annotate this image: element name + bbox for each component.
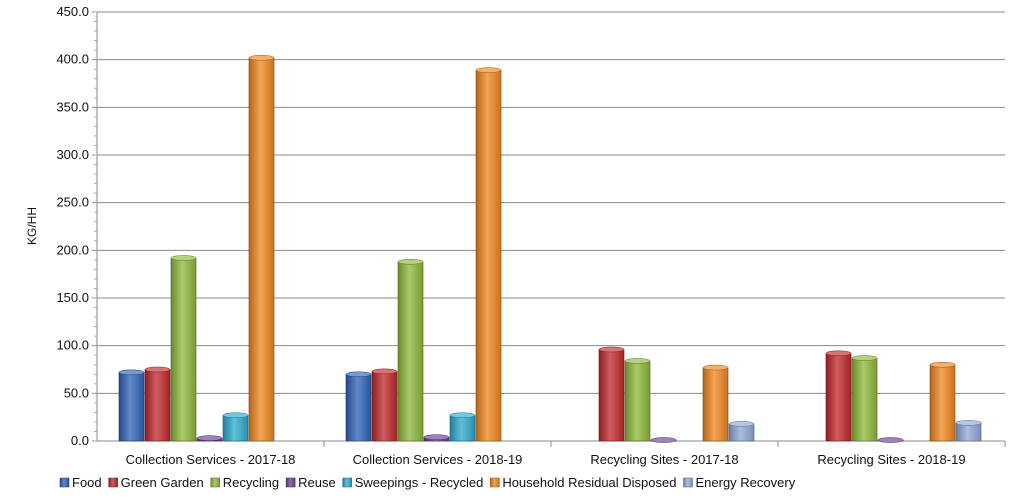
bar — [222, 414, 249, 442]
x-tick-labels: Collection Services - 2017-18 Collection … — [126, 452, 966, 467]
y-tick-label: 200.0 — [56, 242, 89, 257]
bar — [170, 257, 197, 442]
legend-swatch — [59, 477, 70, 488]
legend-label: Sweepings - Recycled — [355, 475, 484, 490]
bar-cap — [624, 358, 651, 364]
bar-cap — [170, 255, 197, 261]
bar — [624, 360, 651, 442]
bar-cap — [196, 435, 223, 441]
bar-cap — [851, 355, 878, 361]
bar — [371, 371, 398, 442]
bar-cap — [475, 67, 502, 73]
bar-cap — [955, 420, 982, 426]
bar-cap — [825, 350, 852, 357]
legend-label: Recycling — [223, 475, 279, 490]
bar-cap — [144, 366, 171, 373]
bar — [248, 57, 275, 442]
bar — [598, 349, 625, 442]
y-tick-label: 450.0 — [56, 4, 89, 19]
bar — [345, 373, 372, 442]
x-tick-label: Collection Services - 2018-19 — [353, 452, 523, 467]
legend-label: Household Residual Disposed — [502, 475, 676, 490]
bar-cap — [423, 434, 450, 440]
bar-cap — [397, 259, 424, 265]
bar — [851, 357, 878, 442]
x-tick-label: Collection Services - 2017-18 — [126, 452, 296, 467]
bar-cap — [345, 371, 372, 378]
gridlines — [97, 11, 1005, 394]
bar — [475, 69, 502, 442]
y-tick-labels: 0.0 50.0 100.0 150.0 200.0 250.0 300.0 350.0 400… — [56, 4, 89, 448]
legend-label: Food — [72, 475, 102, 490]
x-tick-label: Recycling Sites - 2018-19 — [817, 452, 965, 467]
bar — [449, 414, 476, 442]
bar — [929, 364, 956, 442]
legend: Food Green Garden Recycling Reuse Sweepings … — [59, 475, 796, 490]
legend-label: Energy Recovery — [695, 475, 795, 490]
bar-cap — [449, 412, 476, 419]
bar-cap — [222, 412, 249, 419]
bar — [144, 369, 171, 442]
y-tick-label: 350.0 — [56, 99, 89, 114]
bar-cap — [929, 361, 956, 368]
bar-cap — [650, 437, 677, 443]
legend-label: Reuse — [298, 475, 336, 490]
bar-cap — [598, 346, 625, 353]
x-tick-label: Recycling Sites - 2017-18 — [590, 452, 738, 467]
bar-cap — [248, 55, 275, 61]
y-axis-label: KG/HH — [25, 207, 39, 245]
bar-cap — [728, 421, 755, 427]
legend-swatch — [285, 477, 296, 488]
legend-swatch — [342, 477, 352, 488]
legend-swatch — [108, 477, 118, 488]
bar — [825, 352, 852, 442]
bar-cap — [702, 364, 729, 371]
bar-cap — [118, 369, 145, 376]
bar — [702, 367, 729, 442]
y-tick-label: 300.0 — [56, 147, 89, 162]
y-tick-label: 250.0 — [56, 195, 89, 210]
bar — [397, 261, 424, 442]
bar-cap — [371, 368, 398, 375]
legend-label: Green Garden — [121, 475, 204, 490]
y-tick-label: 150.0 — [56, 290, 89, 305]
bar — [118, 372, 145, 442]
y-tick-label: 100.0 — [56, 338, 89, 353]
legend-swatch — [210, 477, 220, 488]
legend-swatch — [490, 477, 500, 488]
y-tick-label: 400.0 — [56, 52, 89, 67]
bar-cap — [877, 437, 904, 443]
bars — [118, 55, 982, 443]
y-tick-label: 0.0 — [71, 433, 89, 448]
y-tick-label: 50.0 — [64, 385, 89, 400]
legend-swatch — [683, 477, 693, 488]
